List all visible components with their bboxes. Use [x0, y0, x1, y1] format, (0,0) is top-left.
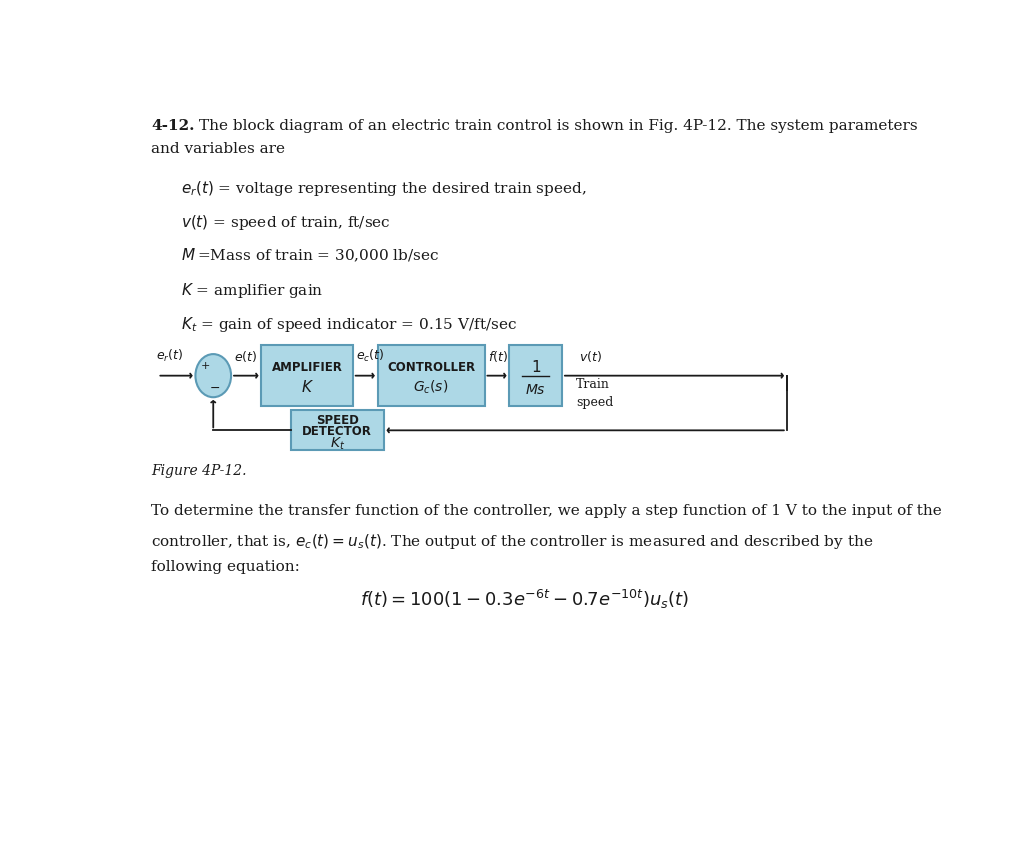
- Text: $G_c(s)$: $G_c(s)$: [414, 379, 449, 396]
- Text: $v(t)$ = speed of train, ft/sec: $v(t)$ = speed of train, ft/sec: [180, 213, 390, 232]
- Ellipse shape: [196, 354, 231, 397]
- Text: +: +: [201, 361, 210, 370]
- Text: To determine the transfer function of the controller, we apply a step function o: To determine the transfer function of th…: [152, 504, 942, 518]
- Text: $K$ = amplifier gain: $K$ = amplifier gain: [180, 281, 324, 300]
- Text: DETECTOR: DETECTOR: [302, 424, 372, 437]
- Text: 1: 1: [530, 361, 541, 375]
- FancyBboxPatch shape: [378, 344, 484, 406]
- Text: and variables are: and variables are: [152, 143, 286, 156]
- Text: $f(t) = 100(1 - 0.3e^{-6t} - 0.7e^{-10t})u_s(t)$: $f(t) = 100(1 - 0.3e^{-6t} - 0.7e^{-10t}…: [360, 588, 689, 611]
- Text: 4-12.: 4-12.: [152, 119, 195, 133]
- Text: $f(t)$: $f(t)$: [487, 349, 508, 364]
- Text: following equation:: following equation:: [152, 560, 300, 574]
- Text: −: −: [210, 382, 220, 395]
- FancyBboxPatch shape: [261, 344, 352, 406]
- Text: $K$: $K$: [300, 379, 313, 395]
- Text: Figure 4P-12.: Figure 4P-12.: [152, 464, 247, 478]
- Text: $e_r(t)$: $e_r(t)$: [156, 348, 183, 364]
- FancyBboxPatch shape: [291, 411, 384, 450]
- Text: $e(t)$: $e(t)$: [234, 349, 257, 364]
- Text: $K_t$: $K_t$: [330, 436, 345, 452]
- Text: $Ms$: $Ms$: [525, 382, 546, 397]
- Text: AMPLIFIER: AMPLIFIER: [271, 362, 342, 375]
- Text: CONTROLLER: CONTROLLER: [387, 362, 475, 375]
- Text: SPEED: SPEED: [315, 414, 358, 427]
- Text: The block diagram of an electric train control is shown in Fig. 4P-12. The syste: The block diagram of an electric train c…: [200, 119, 918, 133]
- Text: $e_c(t)$: $e_c(t)$: [356, 348, 384, 364]
- Text: $K_t$ = gain of speed indicator = 0.15 V/ft/sec: $K_t$ = gain of speed indicator = 0.15 V…: [180, 315, 517, 334]
- Text: $e_r(t)$ = voltage representing the desired train speed,: $e_r(t)$ = voltage representing the desi…: [180, 180, 587, 198]
- Text: Train: Train: [575, 378, 610, 391]
- Text: $M$ =Mass of train = 30,000 lb/sec: $M$ =Mass of train = 30,000 lb/sec: [180, 247, 439, 265]
- Text: speed: speed: [575, 396, 613, 409]
- FancyBboxPatch shape: [509, 344, 562, 406]
- Text: controller, that is, $e_c(t) = u_s(t)$. The output of the controller is measured: controller, that is, $e_c(t) = u_s(t)$. …: [152, 532, 873, 551]
- Text: $v(t)$: $v(t)$: [579, 349, 602, 364]
